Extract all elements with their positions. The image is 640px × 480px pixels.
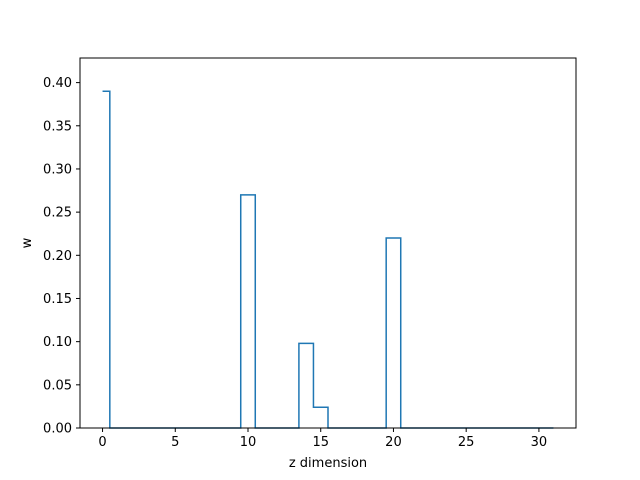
x-tick-label: 30 — [531, 435, 548, 450]
y-tick-label: 0.05 — [43, 378, 72, 393]
y-tick-label: 0.40 — [43, 76, 72, 91]
x-tick-label: 5 — [171, 435, 179, 450]
y-tick-label: 0.00 — [43, 422, 72, 437]
y-axis-ticks: 0.00 0.05 0.10 0.15 0.20 0.25 0.30 0.35 0.40 — [43, 76, 80, 437]
x-tick-label: 25 — [458, 435, 475, 450]
y-tick-label: 0.10 — [43, 335, 72, 350]
x-tick-label: 15 — [312, 435, 329, 450]
x-tick-label: 0 — [98, 435, 106, 450]
x-axis-label: z dimension — [289, 456, 367, 471]
y-tick-label: 0.25 — [43, 206, 72, 221]
y-tick-label: 0.30 — [43, 162, 72, 177]
plot-background — [80, 58, 576, 428]
x-axis-ticks: 0 5 10 15 20 25 30 — [98, 428, 547, 450]
y-tick-label: 0.20 — [43, 249, 72, 264]
y-tick-label: 0.15 — [43, 292, 72, 307]
y-axis-label: w — [20, 237, 35, 248]
x-tick-label: 10 — [240, 435, 257, 450]
y-tick-label: 0.35 — [43, 119, 72, 134]
plot-frame — [79, 57, 577, 429]
x-tick-label: 20 — [385, 435, 402, 450]
